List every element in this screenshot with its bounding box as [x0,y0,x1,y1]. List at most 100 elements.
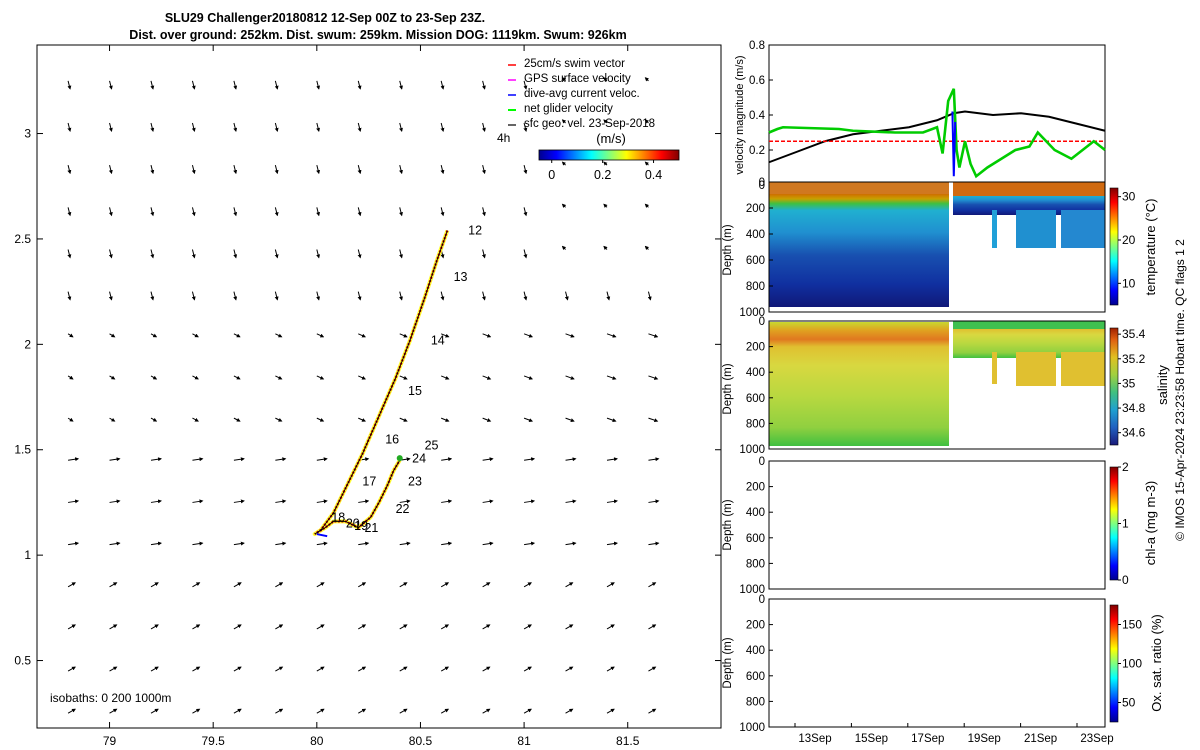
salinity-axis-ticks: 0 200 400 600 800 1000 [739,316,773,456]
legend-label: sfc geo. vel. 23-Sep-2018 [524,118,655,130]
geo-velocity-vector [648,417,659,423]
salinity-colorbar-ticks: 34.6 34.8 35 35.2 35.4 [1118,327,1146,440]
oxygen-date-tick-label: 21Sep [1024,733,1057,745]
geo-velocity-vector [316,207,321,217]
geo-velocity-vector [644,161,649,166]
geo-velocity-vector [67,624,76,630]
geo-velocity-vector [603,119,608,124]
geo-velocity-vector [150,417,158,422]
geo-velocity-vector [67,249,72,259]
geo-velocity-vector [233,122,238,132]
geo-velocity-vector [399,207,403,217]
temperature-ylabel: Depth (m) [722,224,734,275]
chlorophyll-ytick-label: 200 [746,482,765,494]
geo-velocity-vector [606,582,615,588]
oxygen-date-tick-label: 15Sep [855,733,888,745]
geo-velocity-vector [482,666,491,672]
track-day-label: 18 [331,510,345,524]
geo-velocity-vector [233,499,245,504]
isobaths-label: isobaths: 0 200 1000m [50,691,171,705]
track-end-marker [396,455,403,462]
geo-velocity-vector [150,165,155,175]
geo-velocity-vector [275,666,284,672]
legend-label: dive-avg current veloc. [524,88,640,100]
geo-velocity-vector [606,457,618,462]
map-colorbar [538,149,680,161]
geo-velocity-vector [316,122,321,132]
velocity-panel: 0 0.2 0.4 0.6 0.8 velocity magnitude (m/s) [734,40,1106,192]
geo-velocity-vector [565,666,574,672]
geo-velocity-vector [523,207,528,217]
geo-velocity-vector [274,122,279,132]
geo-velocity-vector [482,541,494,546]
map-panel: 79 79.5 80 80.5 81 81.50.511.522.53 121314151… [14,44,722,748]
chlorophyll-ytick-label: 600 [746,533,765,545]
geo-velocity-vector [358,333,366,338]
temperature-dive-b [1016,210,1056,248]
geo-velocity-vector [565,333,575,338]
geo-velocity-vector [523,249,528,259]
oxygen-cbar-tick-label: 50 [1122,696,1136,710]
geo-velocity-vector [440,207,445,217]
geo-velocity-vector [275,457,287,462]
oxygen-cbar-tick-label: 150 [1122,618,1142,632]
geo-velocity-vector [233,457,245,462]
temperature-ytick-label: 1000 [739,307,765,319]
velocity-ytick-label: 0.2 [749,145,765,157]
geo-velocity-vector [441,541,453,546]
geo-velocity-vector [481,249,486,259]
oxygen-ytick-label: 1000 [739,722,765,734]
map-xtick-label: 80 [310,734,324,748]
map-colorbar-tick-label: 0 [548,168,555,182]
velocity-axes-box [768,44,1106,186]
geo-velocity-vector [358,375,366,380]
geo-velocity-vector [357,165,362,175]
geo-velocity-vector [561,203,567,208]
geo-velocity-vector [561,77,567,82]
geo-velocity-vector [316,333,325,338]
temperature-cbar-label: temperature (°C) [1143,199,1158,296]
temperature-cbar-tick-label: 10 [1122,276,1136,290]
geo-velocity-vector [644,77,649,82]
geo-velocity-vector [233,666,242,672]
geo-velocity-vector [440,582,450,588]
geo-velocity-vector [482,457,494,462]
geo-velocity-vector [358,708,367,714]
geo-velocity-vector [233,291,238,301]
oxygen-date-tick-label: 19Sep [968,733,1001,745]
geo-velocity-vector [316,165,321,175]
geo-velocity-vector [109,375,116,380]
geo-velocity-vector [648,582,657,588]
legend-entry-sfc-geo: sfc geo. vel. 23-Sep-2018 [508,118,655,130]
title-line-1: SLU29 Challenger20180812 12-Sep 00Z to 2… [165,11,485,25]
geo-velocity-vector [150,457,162,462]
chlorophyll-colorbar [1109,466,1119,581]
imos-credit: © IMOS 15-Apr-2024 23:23:58 Hobart time.… [1173,239,1187,541]
geo-velocity-vector [233,249,238,259]
salinity-colorbar [1109,327,1119,446]
geo-velocity-vector [233,333,241,338]
geo-velocity-vector [192,417,199,422]
track-day-label: 22 [396,502,410,516]
geo-velocity-vector [357,207,362,217]
geo-velocity-vector [150,207,155,217]
geo-velocity-vector [440,375,450,380]
velocity-series-line [951,111,957,177]
geo-velocity-vector [482,582,491,588]
track-day-label: 23 [408,475,422,489]
map-xtick-label: 80.5 [409,734,433,748]
oxygen-date-tick-label: 23Sep [1080,733,1113,745]
geo-velocity-vector [481,122,486,132]
geo-velocity-vector [399,291,403,301]
geo-velocity-vector [274,207,279,217]
geo-velocity-vector [67,207,72,217]
geo-velocity-vector [647,291,652,301]
map-xtick-label: 81 [517,734,531,748]
geo-velocity-vector [109,457,121,462]
geo-velocity-vector [603,161,608,166]
salinity-cbar-tick-label: 35 [1122,376,1136,390]
legend-label: 25cm/s swim vector [524,58,625,70]
geo-velocity-vector [233,582,242,588]
geo-velocity-vector [482,333,492,338]
map-xtick-label: 79.5 [202,734,226,748]
